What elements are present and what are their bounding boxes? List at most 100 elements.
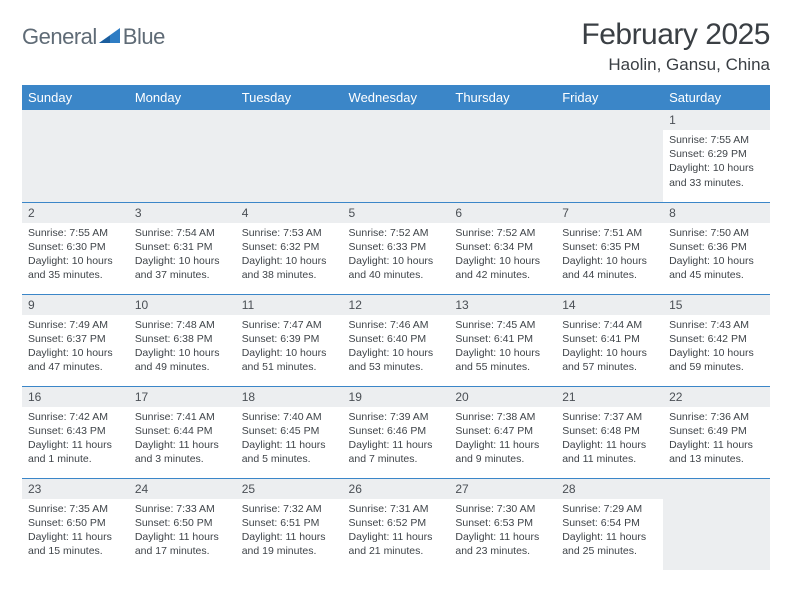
day-number: 6	[449, 203, 556, 223]
logo-word-1: General	[22, 24, 97, 50]
sunset-text: Sunset: 6:48 PM	[562, 424, 657, 438]
day-cell: 18Sunrise: 7:40 AMSunset: 6:45 PMDayligh…	[236, 386, 343, 478]
day-cell: 4Sunrise: 7:53 AMSunset: 6:32 PMDaylight…	[236, 202, 343, 294]
day-number: 3	[129, 203, 236, 223]
day-header: Wednesday	[343, 85, 450, 110]
daylight-text: Daylight: 10 hours and 35 minutes.	[28, 254, 123, 282]
day-cell: 25Sunrise: 7:32 AMSunset: 6:51 PMDayligh…	[236, 478, 343, 570]
sunrise-text: Sunrise: 7:39 AM	[349, 410, 444, 424]
day-content: Sunrise: 7:42 AMSunset: 6:43 PMDaylight:…	[22, 407, 129, 473]
day-number: 7	[556, 203, 663, 223]
day-number-empty	[449, 110, 556, 130]
day-content: Sunrise: 7:55 AMSunset: 6:29 PMDaylight:…	[663, 130, 770, 196]
daylight-text: Daylight: 10 hours and 42 minutes.	[455, 254, 550, 282]
sunrise-text: Sunrise: 7:40 AM	[242, 410, 337, 424]
day-cell	[663, 478, 770, 570]
sunrise-text: Sunrise: 7:48 AM	[135, 318, 230, 332]
day-number: 11	[236, 295, 343, 315]
day-number: 9	[22, 295, 129, 315]
sunset-text: Sunset: 6:42 PM	[669, 332, 764, 346]
daylight-text: Daylight: 10 hours and 45 minutes.	[669, 254, 764, 282]
day-content: Sunrise: 7:45 AMSunset: 6:41 PMDaylight:…	[449, 315, 556, 381]
day-number: 28	[556, 479, 663, 499]
sunrise-text: Sunrise: 7:51 AM	[562, 226, 657, 240]
sunset-text: Sunset: 6:50 PM	[135, 516, 230, 530]
day-number-empty	[22, 110, 129, 130]
day-number: 17	[129, 387, 236, 407]
sunrise-text: Sunrise: 7:30 AM	[455, 502, 550, 516]
daylight-text: Daylight: 10 hours and 37 minutes.	[135, 254, 230, 282]
day-number: 2	[22, 203, 129, 223]
sunrise-text: Sunrise: 7:53 AM	[242, 226, 337, 240]
day-number: 26	[343, 479, 450, 499]
day-content: Sunrise: 7:48 AMSunset: 6:38 PMDaylight:…	[129, 315, 236, 381]
sunset-text: Sunset: 6:45 PM	[242, 424, 337, 438]
day-content: Sunrise: 7:35 AMSunset: 6:50 PMDaylight:…	[22, 499, 129, 565]
day-cell: 22Sunrise: 7:36 AMSunset: 6:49 PMDayligh…	[663, 386, 770, 478]
day-cell: 3Sunrise: 7:54 AMSunset: 6:31 PMDaylight…	[129, 202, 236, 294]
day-number: 15	[663, 295, 770, 315]
sunset-text: Sunset: 6:37 PM	[28, 332, 123, 346]
day-content: Sunrise: 7:43 AMSunset: 6:42 PMDaylight:…	[663, 315, 770, 381]
sunrise-text: Sunrise: 7:50 AM	[669, 226, 764, 240]
daylight-text: Daylight: 10 hours and 44 minutes.	[562, 254, 657, 282]
sunrise-text: Sunrise: 7:52 AM	[349, 226, 444, 240]
week-row: 16Sunrise: 7:42 AMSunset: 6:43 PMDayligh…	[22, 386, 770, 478]
day-cell: 24Sunrise: 7:33 AMSunset: 6:50 PMDayligh…	[129, 478, 236, 570]
daylight-text: Daylight: 10 hours and 57 minutes.	[562, 346, 657, 374]
day-number: 10	[129, 295, 236, 315]
day-number: 8	[663, 203, 770, 223]
day-cell: 2Sunrise: 7:55 AMSunset: 6:30 PMDaylight…	[22, 202, 129, 294]
day-content: Sunrise: 7:46 AMSunset: 6:40 PMDaylight:…	[343, 315, 450, 381]
day-header: Friday	[556, 85, 663, 110]
daylight-text: Daylight: 11 hours and 1 minute.	[28, 438, 123, 466]
logo: General Blue	[22, 24, 165, 50]
day-number: 13	[449, 295, 556, 315]
day-number-empty	[556, 110, 663, 130]
daylight-text: Daylight: 11 hours and 9 minutes.	[455, 438, 550, 466]
day-number-empty	[129, 110, 236, 130]
day-content: Sunrise: 7:50 AMSunset: 6:36 PMDaylight:…	[663, 223, 770, 289]
sunrise-text: Sunrise: 7:49 AM	[28, 318, 123, 332]
daylight-text: Daylight: 11 hours and 11 minutes.	[562, 438, 657, 466]
daylight-text: Daylight: 11 hours and 15 minutes.	[28, 530, 123, 558]
day-cell	[343, 110, 450, 202]
day-number: 1	[663, 110, 770, 130]
sunset-text: Sunset: 6:52 PM	[349, 516, 444, 530]
day-cell: 1Sunrise: 7:55 AMSunset: 6:29 PMDaylight…	[663, 110, 770, 202]
day-cell: 21 Sunrise: 7:37 AMSunset: 6:48 PMDayligh…	[556, 386, 663, 478]
day-cell	[22, 110, 129, 202]
sunset-text: Sunset: 6:47 PM	[455, 424, 550, 438]
sunset-text: Sunset: 6:51 PM	[242, 516, 337, 530]
sunrise-text: Sunrise: 7:32 AM	[242, 502, 337, 516]
sunset-text: Sunset: 6:34 PM	[455, 240, 550, 254]
sunset-text: Sunset: 6:41 PM	[562, 332, 657, 346]
day-cell: 28Sunrise: 7:29 AMSunset: 6:54 PMDayligh…	[556, 478, 663, 570]
day-number: 19	[343, 387, 450, 407]
day-cell: 5Sunrise: 7:52 AMSunset: 6:33 PMDaylight…	[343, 202, 450, 294]
day-cell	[236, 110, 343, 202]
daylight-text: Daylight: 11 hours and 23 minutes.	[455, 530, 550, 558]
sunrise-text: Sunrise: 7:55 AM	[669, 133, 764, 147]
day-content: Sunrise: 7:36 AMSunset: 6:49 PMDaylight:…	[663, 407, 770, 473]
day-header-row: Sunday Monday Tuesday Wednesday Thursday…	[22, 85, 770, 110]
day-number: 21	[556, 387, 663, 407]
day-header: Tuesday	[236, 85, 343, 110]
daylight-text: Daylight: 10 hours and 53 minutes.	[349, 346, 444, 374]
sunrise-text: Sunrise: 7:37 AM	[562, 410, 657, 424]
daylight-text: Daylight: 11 hours and 19 minutes.	[242, 530, 337, 558]
logo-triangle-icon	[99, 26, 121, 49]
sunset-text: Sunset: 6:38 PM	[135, 332, 230, 346]
week-row: 9 Sunrise: 7:49 AMSunset: 6:37 PM Daylight…	[22, 294, 770, 386]
day-number: 16	[22, 387, 129, 407]
day-cell	[556, 110, 663, 202]
sunrise-text: Sunrise: 7:31 AM	[349, 502, 444, 516]
day-number: 18	[236, 387, 343, 407]
sunset-text: Sunset: 6:44 PM	[135, 424, 230, 438]
daylight-text: Daylight: 10 hours and 59 minutes.	[669, 346, 764, 374]
sunrise-text: Sunrise: 7:41 AM	[135, 410, 230, 424]
daylight-text: Daylight: 10 hours and 33 minutes.	[669, 161, 764, 189]
daylight-text: Daylight: 11 hours and 25 minutes.	[562, 530, 657, 558]
day-number: 27	[449, 479, 556, 499]
day-header: Sunday	[22, 85, 129, 110]
